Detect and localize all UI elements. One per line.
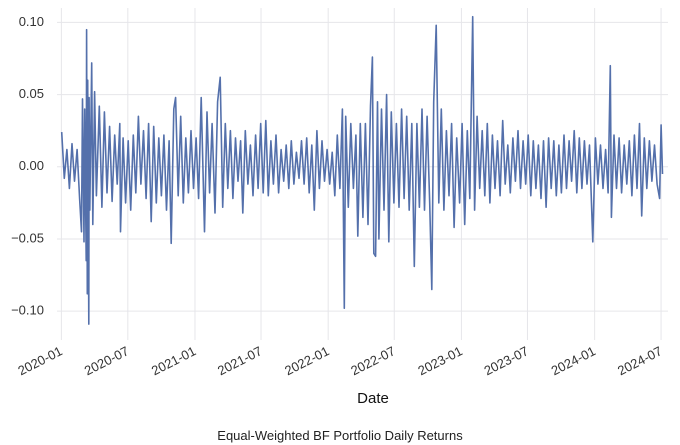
x-tick-label: 2023-07	[482, 343, 531, 378]
x-tick-label: 2020-01	[15, 343, 64, 378]
returns-series-line	[60, 15, 664, 325]
x-tick-label: 2024-01	[549, 343, 598, 378]
y-axis-ticks: −0.10 −0.05 0.00 0.05 0.10	[11, 14, 44, 318]
x-tick-label: 2024-07	[615, 343, 664, 378]
x-tick-label: 2022-07	[348, 343, 397, 378]
x-axis-label: Date	[357, 390, 389, 407]
x-tick-label: 2023-01	[415, 343, 464, 378]
x-tick-label: 2020-07	[82, 343, 131, 378]
y-tick-label: 0.00	[19, 158, 44, 173]
y-tick-label: −0.10	[11, 303, 44, 318]
chart-caption: Equal-Weighted BF Portfolio Daily Return…	[217, 428, 463, 443]
series-group	[60, 15, 664, 325]
y-tick-label: −0.05	[11, 230, 44, 245]
x-axis-ticks: 2020-01 2020-07 2021-01 2021-07 2022-01 2022-…	[15, 343, 664, 378]
x-tick-label: 2021-01	[149, 343, 198, 378]
y-tick-label: 0.05	[19, 86, 44, 101]
y-tick-label: 0.10	[19, 14, 44, 29]
x-tick-label: 2022-01	[282, 343, 331, 378]
x-tick-label: 2021-07	[215, 343, 264, 378]
